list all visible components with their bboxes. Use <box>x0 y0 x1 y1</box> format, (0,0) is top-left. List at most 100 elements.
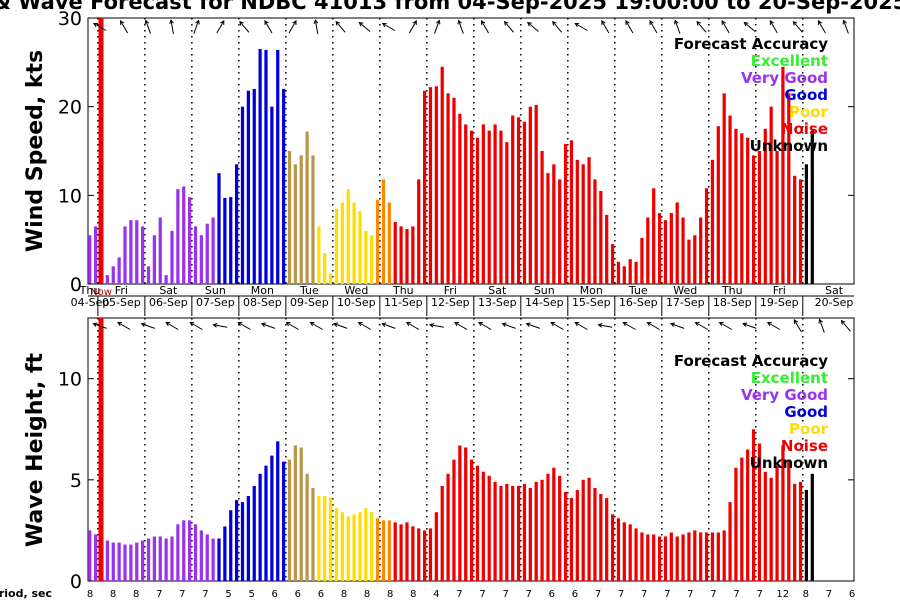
wind-bar <box>699 217 703 284</box>
wind-direction-arrow <box>120 20 128 34</box>
wave-bar <box>763 471 767 581</box>
wind-bar <box>217 173 221 284</box>
arrow-shaft <box>574 322 588 330</box>
arrow-head <box>309 321 315 327</box>
wave-bar <box>710 532 715 581</box>
wind-bar <box>587 157 591 284</box>
arrow-head <box>817 20 823 25</box>
wind-direction-arrow <box>552 20 563 33</box>
wind-bar <box>487 130 491 284</box>
wind-bar <box>123 226 127 284</box>
date-label: 19-Sep <box>760 296 799 309</box>
wave-bar <box>399 524 403 581</box>
arrow-shaft <box>670 323 685 329</box>
wind-bar <box>610 244 615 284</box>
wind-bar <box>164 275 168 284</box>
wave-bar <box>663 536 668 581</box>
wind-bar <box>599 190 603 284</box>
arrow-shaft <box>819 319 825 333</box>
wave-bar <box>646 534 650 581</box>
wind-direction-arrow <box>169 19 174 34</box>
wave-bar <box>634 528 638 581</box>
period-value: 7 <box>456 589 462 600</box>
arrow-head <box>501 322 507 327</box>
wave-bar <box>546 473 550 581</box>
period-value: 8 <box>341 589 347 600</box>
wind-bar <box>793 175 797 284</box>
wind-bar <box>563 143 568 284</box>
arrow-shaft <box>358 322 372 330</box>
period-value: 6 <box>318 589 324 600</box>
wind-direction-arrow <box>193 19 200 34</box>
wind-bar <box>323 252 327 284</box>
wave-direction-arrow <box>189 321 203 330</box>
wave-bar <box>152 536 156 581</box>
wind-bar <box>328 273 333 284</box>
arrow-shaft <box>598 324 613 328</box>
wind-bar <box>246 90 250 285</box>
arrow-shaft <box>625 20 634 34</box>
wind-bar <box>757 151 762 284</box>
arrow-shaft <box>481 20 489 34</box>
arrow-shaft <box>696 21 707 33</box>
wind-direction-arrow <box>93 22 107 31</box>
wind-panel: 0 10 20 30 Wind Speed, kts Forecast Accurac… <box>23 8 855 296</box>
wave-bar <box>775 465 779 581</box>
arrow-head <box>169 19 174 25</box>
legend-title: Forecast Accuracy <box>674 35 828 53</box>
arrow-head <box>220 20 225 25</box>
wave-bar <box>434 512 438 581</box>
wind-bar <box>763 128 767 284</box>
arrow-head <box>454 321 459 327</box>
day-label: Fri <box>444 284 457 297</box>
arrow-shaft <box>382 23 396 31</box>
wind-bar <box>681 217 685 284</box>
wind-bar <box>675 202 679 284</box>
arrow-shaft <box>382 323 396 329</box>
arrow-shaft <box>792 21 803 33</box>
wind-bar <box>605 214 609 284</box>
day-label: Sun <box>205 284 226 297</box>
wind-ytick-label: 0 <box>70 274 82 296</box>
wind-bar <box>528 106 532 284</box>
wave-bar <box>810 473 814 581</box>
arrow-shaft <box>526 323 540 329</box>
arrow-head <box>335 20 341 26</box>
arrow-head <box>743 21 749 27</box>
date-label: 17-Sep <box>666 296 705 309</box>
wave-bar <box>299 447 303 581</box>
wind-bar <box>264 49 268 284</box>
wind-ytick-label: 30 <box>58 8 82 30</box>
wave-bar <box>693 530 697 581</box>
wave-bar <box>293 445 297 581</box>
period-value: 8 <box>87 589 93 600</box>
wave-bar <box>182 520 186 581</box>
wave-direction-arrow <box>117 321 131 330</box>
arrow-head <box>120 20 125 25</box>
wave-bar <box>505 483 509 581</box>
wave-bar <box>716 532 720 581</box>
wind-direction-arrow <box>527 21 539 32</box>
arrow-head <box>721 20 726 25</box>
wind-bar <box>704 188 709 284</box>
arrow-shaft <box>744 22 756 32</box>
wave-bar <box>176 524 180 581</box>
arrow-shaft <box>552 21 563 33</box>
wind-bar <box>440 66 444 285</box>
day-label: Sat <box>488 284 507 297</box>
date-label: 18-Sep <box>713 296 752 309</box>
period-value: 5 <box>248 589 254 600</box>
arrow-shaft <box>841 320 851 332</box>
wind-direction-arrow <box>288 20 297 34</box>
arrow-head <box>625 20 630 25</box>
wind-bar <box>628 259 632 284</box>
arrow-head <box>840 319 846 325</box>
arrow-shaft <box>504 21 514 33</box>
wave-direction-arrow <box>525 322 540 329</box>
arrow-head <box>674 19 679 25</box>
wind-direction-arrow <box>817 20 826 34</box>
wave-bar <box>158 536 162 581</box>
wave-bar <box>88 530 92 581</box>
arrow-shaft <box>550 322 564 330</box>
period-row: 8 8 8 7 7 7 5 5 6 6 6 8 8 8 8 4 7 7 7 7 6 6 7 7 7 7 7 7 7 7 12 8 7 6 <box>87 589 855 600</box>
